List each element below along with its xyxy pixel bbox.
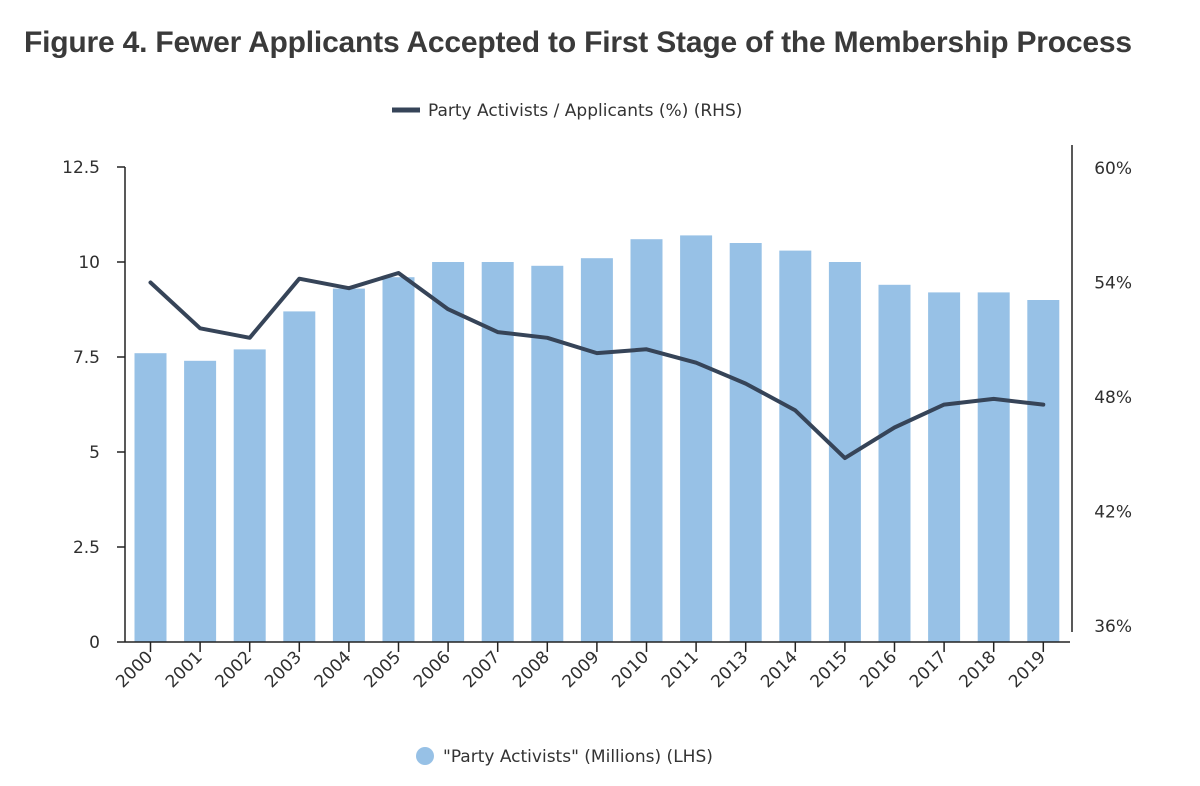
bar-2005	[382, 277, 415, 642]
legend-top: Party Activists / Applicants (%) (RHS)	[392, 101, 742, 121]
x-tick-label: 2013	[708, 647, 753, 692]
left-tick-label: 0	[89, 633, 100, 653]
bar-2014	[779, 250, 812, 642]
bar-2010	[630, 239, 663, 642]
legend-line-label: Party Activists / Applicants (%) (RHS)	[428, 101, 742, 121]
bar-2003	[283, 311, 316, 642]
x-tick-label: 2010	[608, 647, 653, 692]
bar-2006	[432, 262, 465, 642]
right-tick-label: 36%	[1094, 617, 1132, 637]
bar-2001	[184, 360, 217, 642]
bar-2009	[580, 258, 613, 642]
left-tick-label: 10	[78, 253, 100, 273]
x-tick-label: 2008	[509, 647, 554, 692]
right-tick-label: 54%	[1094, 274, 1132, 294]
x-tick-label: 2002	[211, 647, 256, 692]
right-tick-label: 60%	[1094, 159, 1132, 179]
x-tick-label: 2005	[360, 647, 405, 692]
legend-bar-swatch	[416, 747, 434, 765]
x-tick-label: 2006	[410, 647, 455, 692]
bar-2019	[1027, 300, 1060, 642]
legend-bar-label: "Party Activists" (Millions) (LHS)	[443, 747, 713, 767]
bar-2007	[481, 262, 514, 642]
legend-bottom: "Party Activists" (Millions) (LHS)	[416, 747, 713, 767]
left-tick-label: 5	[89, 443, 100, 463]
x-tick-label: 2009	[559, 647, 604, 692]
left-tick-label: 7.5	[73, 348, 100, 368]
right-tick-label: 48%	[1094, 388, 1132, 408]
bar-2000	[134, 353, 167, 642]
bar-2011	[680, 235, 713, 642]
x-tick-label: 2011	[658, 647, 703, 692]
bar-2018	[977, 292, 1010, 642]
x-tick-label: 2014	[757, 647, 802, 692]
bar-2013	[729, 243, 762, 642]
x-tick-label: 2000	[112, 647, 157, 692]
x-tick-label: 2017	[906, 647, 951, 692]
x-tick-label: 2007	[460, 647, 505, 692]
x-tick-label: 2001	[162, 647, 207, 692]
left-tick-label: 12.5	[62, 158, 100, 178]
x-tick-label: 2019	[1005, 647, 1050, 692]
bar-2016	[878, 284, 911, 642]
x-tick-label: 2004	[311, 647, 356, 692]
x-tick-label: 2003	[261, 647, 306, 692]
right-tick-label: 42%	[1094, 503, 1132, 523]
left-tick-label: 2.5	[73, 538, 100, 558]
x-tick-label: 2016	[856, 647, 901, 692]
bar-2004	[332, 288, 365, 642]
bar-2002	[233, 349, 266, 642]
x-tick-label: 2018	[956, 647, 1001, 692]
bar-2008	[531, 265, 564, 642]
bar-2017	[928, 292, 961, 642]
chart-title: Figure 4. Fewer Applicants Accepted to F…	[24, 26, 1132, 59]
x-tick-label: 2015	[807, 647, 852, 692]
